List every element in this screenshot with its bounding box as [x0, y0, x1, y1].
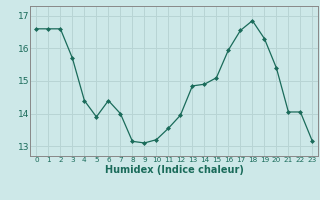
X-axis label: Humidex (Indice chaleur): Humidex (Indice chaleur) — [105, 165, 244, 175]
